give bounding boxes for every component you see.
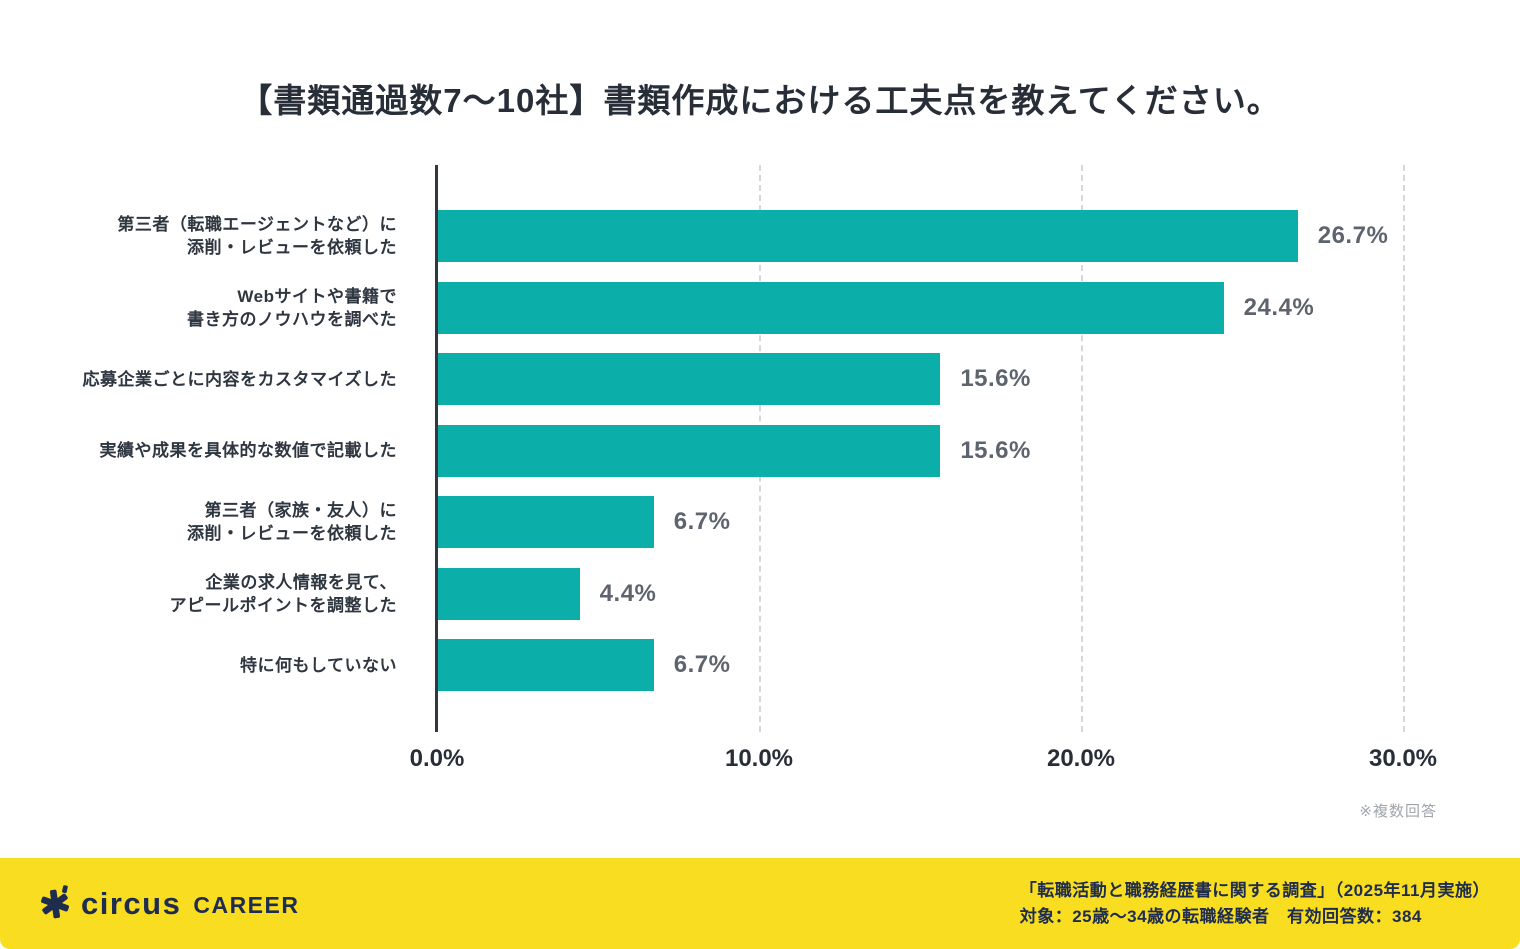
gridline-20 <box>1081 165 1083 732</box>
survey-info: 「転職活動と職務経歴書に関する調査」（2025年11月実施） 対象：25歳〜34… <box>1020 878 1490 930</box>
x-axis-tick-0: 0.0% <box>409 745 465 772</box>
value-label-2: 24.4% <box>1243 293 1315 321</box>
category-label-4: 実績や成果を具体的な数値で記載した <box>99 441 397 460</box>
bar-2 <box>438 281 1224 334</box>
survey-meta: 対象：25歳〜34歳の転職経験者 有効回答数：384 <box>1019 906 1422 926</box>
category-label-1: 第三者（転職エージェントなど）に 添削・レビューを依頼した <box>117 215 397 257</box>
category-label-2: Webサイトや書籍で 書き方のノウハウを調べた <box>187 286 397 329</box>
value-label-5: 6.7% <box>673 508 731 535</box>
value-label-7: 6.7% <box>673 651 731 678</box>
category-label-6: 企業の求人情報を見て、 アピールポイントを調整した <box>169 572 397 615</box>
gridline-30 <box>1403 165 1405 732</box>
bar-5 <box>438 496 654 548</box>
category-label-5: 第三者（家族・友人）に 添削・レビューを依頼した <box>187 501 397 543</box>
value-label-4: 15.6% <box>960 436 1031 464</box>
x-axis-tick-20: 20.0% <box>1046 745 1116 772</box>
bar-7 <box>438 639 654 691</box>
category-label-7: 特に何もしていない <box>240 655 397 675</box>
footer-bar: circus CAREER 「転職活動と職務経歴書に関する調査」（2025年11… <box>0 858 1520 949</box>
x-axis-tick-10: 10.0% <box>724 745 794 772</box>
circus-spark-icon <box>41 884 69 918</box>
bar-1 <box>438 210 1298 262</box>
category-label-3: 応募企業ごとに内容をカスタマイズした <box>82 369 397 389</box>
y-axis-line <box>435 165 438 732</box>
brand-name: circus <box>81 885 182 921</box>
value-label-3: 15.6% <box>960 365 1031 392</box>
value-label-6: 4.4% <box>599 579 657 607</box>
page-title: 【書類通過数7〜10社】書類作成における工夫点を教えてください。 <box>239 82 1281 119</box>
x-axis-tick-30: 30.0% <box>1368 745 1438 772</box>
footnote: ※複数回答 <box>1359 803 1437 820</box>
brand-logo: circus CAREER <box>36 884 300 923</box>
bar-4 <box>438 424 941 477</box>
bar-6 <box>438 567 580 620</box>
brand-suffix: CAREER <box>193 892 300 918</box>
survey-title: 「転職活動と職務経歴書に関する調査」（2025年11月実施） <box>1019 880 1490 900</box>
bar-chart: 0.0% 10.0% 20.0% 30.0% 第三者（転職エージェントなど）に 添削・レビ… <box>0 165 1520 772</box>
bar-3 <box>438 353 941 405</box>
value-label-1: 26.7% <box>1317 222 1389 249</box>
